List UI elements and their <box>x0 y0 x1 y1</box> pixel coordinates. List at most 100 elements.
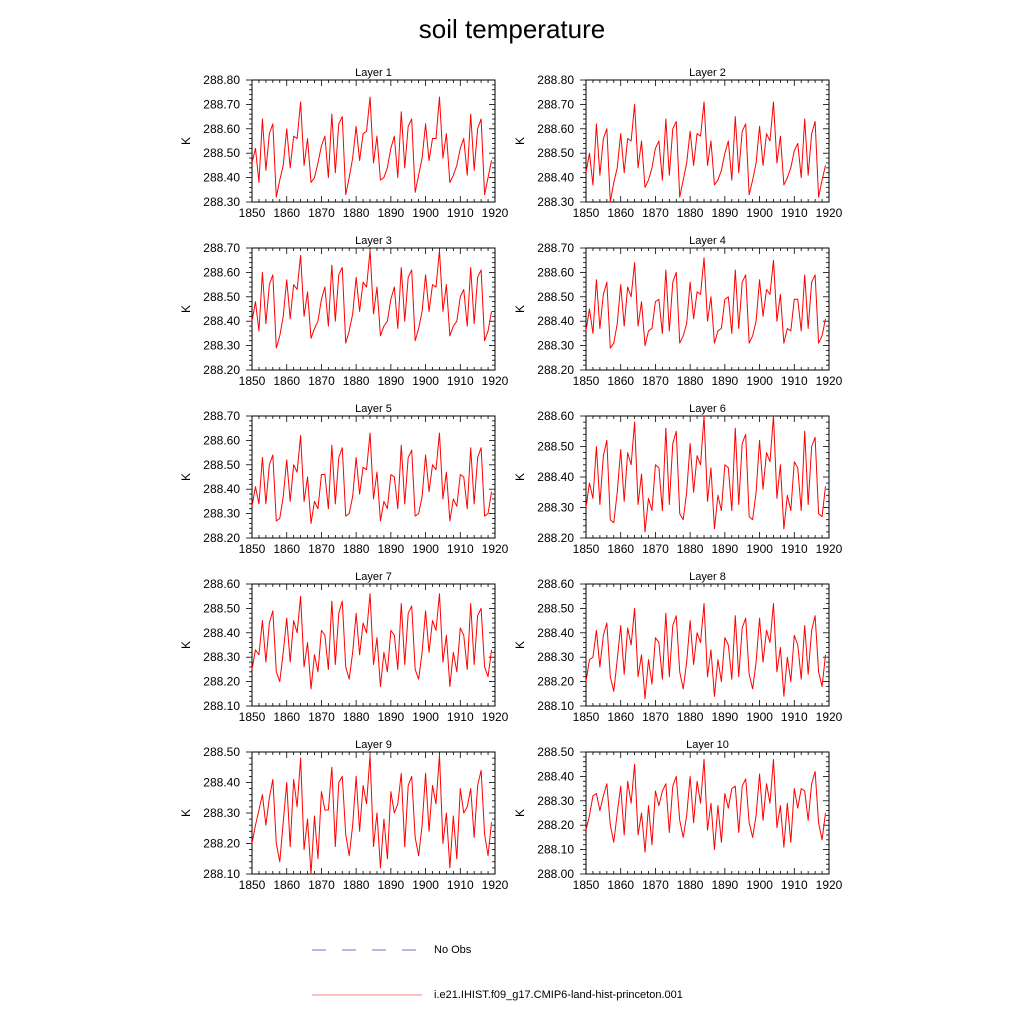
x-tick-label: 1860 <box>273 374 300 388</box>
x-tick-label: 1850 <box>239 878 266 892</box>
y-tick-label: 288.50 <box>203 146 240 160</box>
x-tick-label: 1850 <box>239 710 266 724</box>
plot-frame <box>251 79 496 203</box>
legend-swatch-dashed <box>312 949 422 951</box>
x-tick-label: 1910 <box>447 542 474 556</box>
panel-layer-4: Layer 4 1850 1860 1870 1880 1890 1900 1910 1920 2… <box>513 235 843 388</box>
y-tick-label: 288.30 <box>203 806 240 820</box>
y-axis-label: K <box>179 137 193 145</box>
x-tick-label: 1870 <box>308 206 335 220</box>
x-tick-label: 1850 <box>573 374 600 388</box>
y-tick-label: 288.40 <box>203 171 240 185</box>
x-tick-label: 1880 <box>343 710 370 724</box>
panel-title: Layer 6 <box>689 403 726 415</box>
legend: No Obs i.e21.IHIST.f09_g17.CMIP6-land-hi… <box>0 930 1024 1010</box>
y-tick-label: 288.40 <box>537 314 574 328</box>
x-tick-label: 1890 <box>378 374 405 388</box>
panel-layer-6: Layer 6 1850 1860 1870 1880 1890 1900 1910 1920 2… <box>513 403 843 556</box>
y-tick-label: 288.10 <box>537 699 574 713</box>
y-tick-label: 288.50 <box>203 745 240 759</box>
legend-entry-model-run: i.e21.IHIST.f09_g17.CMIP6-land-hist-prin… <box>312 985 683 1005</box>
y-tick-label: 288.60 <box>203 122 240 136</box>
x-tick-label: 1850 <box>239 206 266 220</box>
x-tick-label: 1890 <box>378 878 405 892</box>
y-tick-label: 288.60 <box>203 433 240 447</box>
panel-title: Layer 2 <box>689 67 726 79</box>
x-tick-label: 1920 <box>816 542 843 556</box>
y-tick-label: 288.30 <box>537 339 574 353</box>
x-tick-label: 1890 <box>712 878 739 892</box>
y-tick-label: 288.00 <box>537 867 574 881</box>
plot-frame <box>585 751 830 875</box>
y-tick-label: 288.40 <box>203 776 240 790</box>
x-tick-label: 1860 <box>273 710 300 724</box>
y-tick-label: 288.20 <box>203 837 240 851</box>
x-tick-label: 1860 <box>607 542 634 556</box>
y-tick-label: 288.70 <box>537 241 574 255</box>
y-tick-label: 288.30 <box>537 650 574 664</box>
plot-frame <box>585 247 830 371</box>
x-tick-label: 1880 <box>677 878 704 892</box>
y-tick-label: 288.50 <box>203 458 240 472</box>
panel-title: Layer 1 <box>355 67 392 79</box>
y-tick-label: 288.50 <box>203 290 240 304</box>
x-tick-label: 1850 <box>573 542 600 556</box>
x-tick-label: 1850 <box>573 710 600 724</box>
series-line <box>585 101 827 203</box>
panel-layer-2: Layer 2 1850 1860 1870 1880 1890 1900 1910 1920 2… <box>513 67 843 220</box>
x-tick-label: 1870 <box>642 710 669 724</box>
y-tick-label: 288.50 <box>537 745 574 759</box>
x-tick-label: 1890 <box>378 710 405 724</box>
x-tick-label: 1880 <box>677 542 704 556</box>
x-tick-label: 1900 <box>412 710 439 724</box>
x-tick-label: 1860 <box>273 878 300 892</box>
y-axis-label: K <box>513 809 527 817</box>
plot-frame <box>251 415 496 539</box>
series-line <box>251 754 493 875</box>
x-tick-label: 1880 <box>677 710 704 724</box>
x-tick-label: 1870 <box>308 710 335 724</box>
y-tick-label: 288.20 <box>537 675 574 689</box>
y-tick-label: 288.30 <box>537 794 574 808</box>
x-tick-label: 1870 <box>308 878 335 892</box>
x-tick-label: 1890 <box>712 710 739 724</box>
y-tick-label: 288.40 <box>537 470 574 484</box>
y-tick-label: 288.20 <box>537 531 574 545</box>
y-tick-label: 288.50 <box>537 146 574 160</box>
x-tick-label: 1850 <box>573 878 600 892</box>
y-tick-label: 288.40 <box>203 314 240 328</box>
x-tick-label: 1860 <box>607 878 634 892</box>
y-tick-label: 288.40 <box>537 626 574 640</box>
plot-frame <box>585 583 830 707</box>
y-tick-label: 288.70 <box>203 409 240 423</box>
panel-layer-9: Layer 9 1850 1860 1870 1880 1890 1900 1910 1920 2… <box>179 739 509 892</box>
series-line <box>585 758 827 853</box>
y-tick-label: 288.60 <box>537 265 574 279</box>
x-tick-label: 1890 <box>712 542 739 556</box>
x-tick-label: 1860 <box>273 542 300 556</box>
panel-layer-5: Layer 5 1850 1860 1870 1880 1890 1900 1910 1920 2… <box>179 403 509 556</box>
y-tick-label: 288.10 <box>203 867 240 881</box>
y-tick-label: 288.40 <box>203 626 240 640</box>
x-tick-label: 1890 <box>712 374 739 388</box>
x-tick-label: 1850 <box>239 542 266 556</box>
y-axis-label: K <box>179 641 193 649</box>
y-tick-label: 288.30 <box>203 339 240 353</box>
chart-figure: Layer 1 1850 1860 1870 1880 1890 1900 1910 1920 2… <box>179 67 843 892</box>
y-tick-label: 288.10 <box>203 699 240 713</box>
legend-entry-no-obs: No Obs <box>312 940 471 960</box>
y-axis-label: K <box>513 473 527 481</box>
x-tick-label: 1920 <box>482 206 509 220</box>
y-tick-label: 288.70 <box>537 97 574 111</box>
x-tick-label: 1870 <box>308 542 335 556</box>
x-tick-label: 1910 <box>781 878 808 892</box>
y-axis-label: K <box>513 137 527 145</box>
plot-frame <box>585 79 830 203</box>
panel-title: Layer 7 <box>355 571 392 583</box>
x-tick-label: 1870 <box>642 206 669 220</box>
panel-layer-10: Layer 10 1850 1860 1870 1880 1890 1900 1910 1920… <box>513 739 843 892</box>
panel-title: Layer 5 <box>355 403 392 415</box>
x-tick-label: 1910 <box>781 374 808 388</box>
x-tick-label: 1920 <box>816 878 843 892</box>
x-tick-label: 1850 <box>239 374 266 388</box>
